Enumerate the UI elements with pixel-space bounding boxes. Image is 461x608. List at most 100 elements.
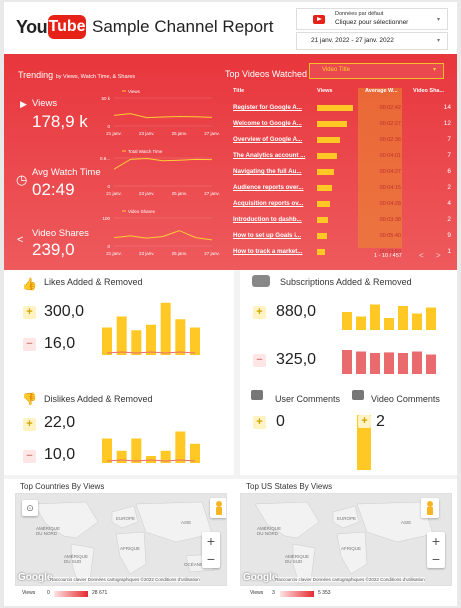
trending-panel: Trending by Views, Watch Time, & Shares … <box>4 54 457 270</box>
plus-icon: + <box>358 415 371 428</box>
bar <box>116 450 127 463</box>
table-row[interactable]: Acquisition reports ov... 00:04:28 4 <box>229 196 453 212</box>
col-avg[interactable]: Average W... <box>365 88 398 94</box>
zoom-in-button[interactable]: + <box>206 533 216 549</box>
spark-title: Video Shares <box>128 209 156 214</box>
bar <box>384 318 394 330</box>
map1-title: Top Countries By Views <box>20 482 105 491</box>
bar <box>370 353 380 374</box>
zoom-out-button[interactable]: − <box>431 551 441 567</box>
bar <box>175 431 186 463</box>
data-source-selector[interactable]: Données par défaut Cliquez pour sélectio… <box>296 8 448 30</box>
col-views[interactable]: Views <box>317 88 333 94</box>
bar <box>356 316 366 330</box>
bar <box>190 443 200 463</box>
spark-xtick: 25 janv. <box>172 191 187 196</box>
video-title-link[interactable]: Acquisition reports ov... <box>233 200 304 207</box>
avg-watch-cell: 00:02:27 <box>379 121 401 127</box>
video-title-link[interactable]: Welcome to Google A... <box>233 120 302 127</box>
clock-icon: ◷ <box>16 172 28 187</box>
zoom-control: + − <box>427 532 445 568</box>
countries-map[interactable]: AMÉRIQUE DU NORD EUROPE ASIE AFRIQUE AMÉ… <box>15 493 227 586</box>
shares-cell: 9 <box>447 232 451 239</box>
minus-icon: − <box>253 354 266 367</box>
views-bar <box>317 169 335 175</box>
report-page: You Tube Sample Channel Report Données p… <box>4 2 457 606</box>
spark-line <box>113 113 213 119</box>
table-row[interactable]: How to track a market... 00:03:50 1 <box>229 244 453 260</box>
spark-xtick: 21 janv. <box>106 251 121 256</box>
comment-icon <box>352 390 364 400</box>
table-row[interactable]: Welcome to Google A... 00:02:27 12 <box>229 116 453 132</box>
youtube-sub-icon <box>252 275 270 287</box>
bar <box>412 313 422 330</box>
shares-cell: 1 <box>447 248 451 255</box>
map1-legend-gradient <box>54 591 88 597</box>
spark-ymax: 1770.6... <box>100 156 110 161</box>
avg-watch-cell: 00:03:50 <box>379 249 401 255</box>
kpi-watch-label: Avg Watch Time <box>32 167 101 178</box>
avg-watch-cell: 00:05:40 <box>379 233 401 239</box>
bar <box>102 327 112 355</box>
avg-watch-cell: 00:04:28 <box>379 201 401 207</box>
next-page-button[interactable]: > <box>436 251 441 260</box>
col-shares[interactable]: Video Sha... <box>413 88 445 94</box>
video-comments-title: Video Comments <box>371 394 440 404</box>
world-landmass <box>254 501 434 585</box>
map-label-asia: ASIE <box>181 520 192 525</box>
bar <box>412 351 422 374</box>
video-title-dropdown[interactable]: Video Title ▾ <box>309 63 444 79</box>
chevron-down-icon: ▾ <box>436 38 440 44</box>
video-title-link[interactable]: Audience reports over... <box>233 184 304 191</box>
table-row[interactable]: Navigating the full Au... 00:04:27 6 <box>229 164 453 180</box>
video-title-link[interactable]: How to set up Goals i... <box>233 232 302 239</box>
us-states-map[interactable]: AMÉRIQUE DU NORD EUROPE ASIE AFRIQUE AMÉ… <box>240 493 452 586</box>
video-title-link[interactable]: Introduction to dashb... <box>233 216 302 223</box>
map-attribution[interactable]: Raccourcis clavier Données cartographiqu… <box>275 577 425 582</box>
zoom-in-button[interactable]: + <box>431 533 441 549</box>
bar <box>426 354 436 374</box>
plus-icon: + <box>23 306 36 319</box>
col-title[interactable]: Title <box>233 88 245 94</box>
table-row[interactable]: Register for Google A... 00:02:42 14 <box>229 100 453 116</box>
divider-horizontal <box>4 475 457 479</box>
bar <box>398 306 408 330</box>
video-title-link[interactable]: The Analytics account ... <box>233 152 306 159</box>
video-comments-bar <box>357 415 371 470</box>
pegman-icon[interactable] <box>421 498 439 518</box>
table-row[interactable]: Introduction to dashb... 00:03:38 2 <box>229 212 453 228</box>
bar <box>102 438 112 463</box>
spark-title: Total Watch Time <box>128 149 163 154</box>
shares-cell: 7 <box>447 136 451 143</box>
user-comments-title: User Comments <box>275 394 341 404</box>
video-title-link[interactable]: Register for Google A... <box>233 104 302 111</box>
video-title-link[interactable]: Overview of Google A... <box>233 136 303 143</box>
views-bar <box>317 201 331 207</box>
subs-title: Subscriptions Added & Removed <box>280 277 412 287</box>
map-label-oceania: OCÉANIE <box>184 562 205 567</box>
prev-page-button[interactable]: < <box>419 251 424 260</box>
pegman-icon[interactable] <box>210 498 226 518</box>
pagination-text: 1 - 10 / 457 <box>374 253 402 259</box>
video-title-link[interactable]: Navigating the full Au... <box>233 168 302 175</box>
date-range-selector[interactable]: 21 janv. 2022 - 27 janv. 2022 ▾ <box>296 32 448 50</box>
spark-xtick: 21 janv. <box>106 131 121 136</box>
top-videos-table: Title Views Average W... Video Sha... Re… <box>229 88 453 262</box>
likes-removed-value: 16,0 <box>44 335 76 352</box>
fullscreen-icon[interactable]: ⊙ <box>22 500 38 516</box>
table-row[interactable]: The Analytics account ... 00:04:01 7 <box>229 148 453 164</box>
video-title-link[interactable]: How to track a market... <box>233 248 303 255</box>
likes-title: Likes Added & Removed <box>44 277 143 287</box>
table-row[interactable]: How to set up Goals i... 00:05:40 9 <box>229 228 453 244</box>
zoom-out-button[interactable]: − <box>206 551 216 567</box>
chevron-down-icon: ▾ <box>436 17 440 23</box>
map-label-na: AMÉRIQUE DU NORD <box>36 526 61 536</box>
avg-watch-cell: 00:04:27 <box>379 169 401 175</box>
dislikes-removed-value: 10,0 <box>44 446 76 463</box>
trend-sparklines: Views 50 k 0 21 janv. 23 janv. 25 janv. 27 jan… <box>100 89 220 256</box>
map-attribution[interactable]: Raccourcis clavier Données cartographiqu… <box>50 577 200 582</box>
shares-cell: 7 <box>447 152 451 159</box>
table-row[interactable]: Overview of Google A... 00:02:36 7 <box>229 132 453 148</box>
plus-icon: + <box>253 306 266 319</box>
table-row[interactable]: Audience reports over... 00:04:15 2 <box>229 180 453 196</box>
